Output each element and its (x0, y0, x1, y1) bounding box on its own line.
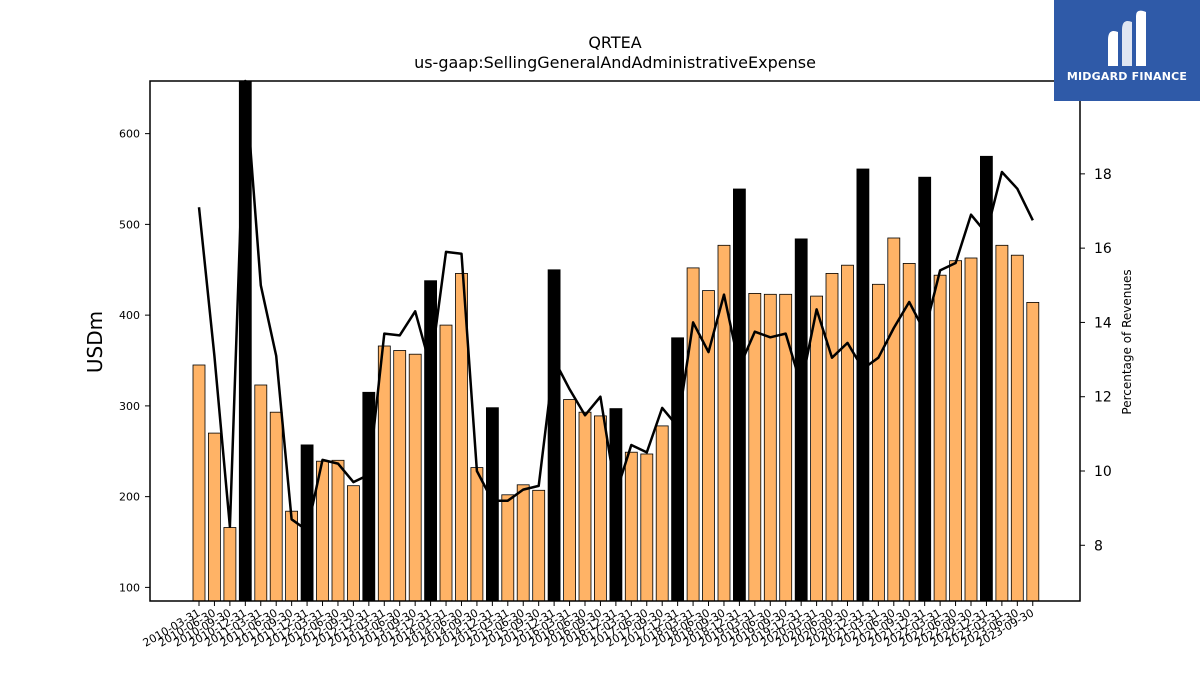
bar (609, 408, 623, 602)
bar (223, 527, 237, 602)
bar (872, 283, 885, 602)
y-tick-label: 200 (119, 491, 140, 504)
bar (624, 451, 638, 602)
bar (856, 168, 870, 602)
chart-subtitle: us-gaap:SellingGeneralAndAdministrativeE… (414, 53, 816, 72)
bar (964, 257, 978, 602)
y2-tick-label: 18 (1094, 167, 1112, 183)
bar (763, 293, 777, 602)
bar (794, 238, 808, 602)
bar (949, 260, 962, 602)
bar (1010, 254, 1024, 602)
bar (207, 432, 221, 602)
bars-group (192, 80, 1040, 602)
bar (578, 411, 592, 602)
bar (346, 485, 360, 602)
bar (285, 510, 299, 602)
series-line (197, 79, 1034, 532)
bar (377, 345, 391, 602)
bar (655, 425, 669, 602)
bar (918, 176, 932, 602)
y-tick-label: 100 (119, 581, 140, 594)
bar (810, 295, 823, 602)
bar (238, 80, 252, 602)
bar (439, 324, 453, 602)
bar (733, 188, 746, 602)
chart-title: QRTEA (588, 33, 641, 52)
bar (1026, 301, 1040, 602)
y-tick-label: 600 (119, 128, 140, 141)
bar (980, 155, 993, 602)
bar (887, 237, 901, 602)
bar (779, 293, 793, 602)
bar (516, 484, 530, 602)
y2-axis-label: Percentage of Revenues (1120, 269, 1134, 414)
bar (501, 494, 515, 602)
y2-tick-label: 8 (1094, 538, 1103, 554)
brand-logo: MIDGARD FINANCE (1054, 0, 1200, 101)
bar (362, 391, 376, 602)
bar (594, 415, 607, 602)
bar (532, 489, 546, 602)
y2-tick-label: 10 (1094, 464, 1112, 480)
bar (331, 459, 345, 602)
bar (902, 262, 916, 602)
y-tick-label: 400 (119, 309, 140, 322)
bar (192, 364, 206, 602)
bar (408, 353, 422, 602)
bar (671, 337, 684, 602)
y-tick-label: 300 (119, 400, 140, 413)
bar (300, 444, 314, 602)
bar (686, 267, 700, 602)
bar (254, 384, 268, 602)
bar (393, 350, 407, 602)
bar (640, 453, 654, 602)
y2-tick-label: 12 (1094, 390, 1112, 406)
bar (269, 411, 283, 602)
bar (470, 467, 484, 602)
bar (563, 399, 576, 602)
y-tick-label: 500 (119, 218, 140, 231)
line-group (197, 79, 1034, 532)
y-axis-label: USDm (83, 311, 107, 373)
logo-mark-icon (1108, 10, 1146, 67)
logo-text: MIDGARD FINANCE (1066, 70, 1188, 83)
axes-group: 100200300400500600810121416182010-03-312… (119, 80, 1112, 650)
bar (841, 264, 854, 602)
y2-tick-label: 14 (1094, 315, 1112, 331)
bar (825, 272, 839, 602)
bar (485, 407, 499, 602)
bar (933, 274, 947, 602)
plot-frame (149, 80, 1081, 602)
bar (995, 244, 1009, 602)
bar (547, 269, 561, 602)
y2-tick-label: 16 (1094, 241, 1112, 257)
